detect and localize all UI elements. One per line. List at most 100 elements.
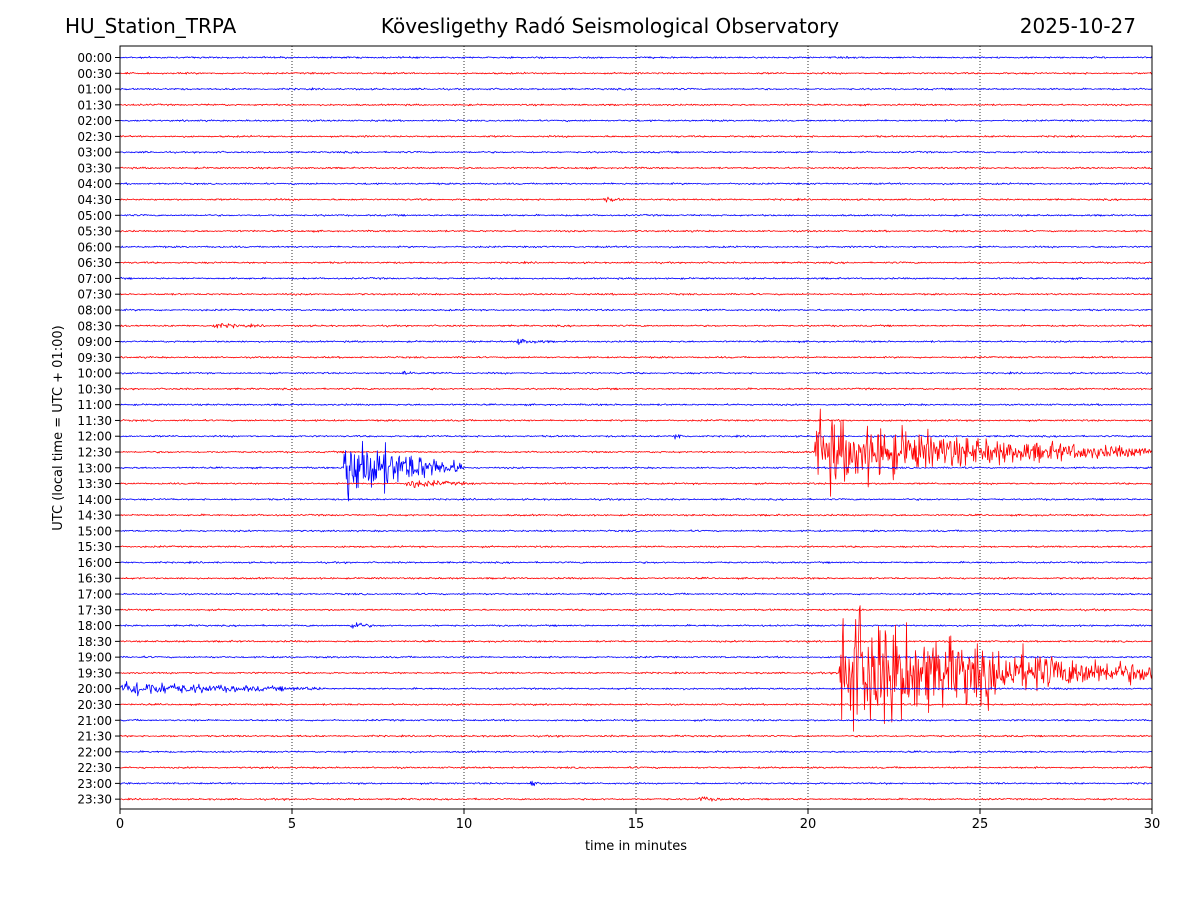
x-axis-ticks: 0 5 10 15 20 25 30 bbox=[116, 809, 1160, 832]
trace-row-2230 bbox=[120, 766, 1152, 770]
trace-row-0700 bbox=[120, 276, 1152, 280]
trace-row-0330 bbox=[120, 166, 1152, 170]
trace-row-1300 bbox=[120, 440, 1152, 502]
trace-row-1000 bbox=[120, 370, 1152, 375]
y-tick-label: 19:00 bbox=[77, 651, 112, 665]
y-tick-label: 21:30 bbox=[77, 730, 112, 744]
trace-row-0500 bbox=[120, 213, 1152, 217]
y-tick-label: 16:00 bbox=[77, 556, 112, 570]
y-tick-label: 09:00 bbox=[77, 335, 112, 349]
trace-row-1500 bbox=[120, 529, 1152, 533]
y-tick-label: 02:30 bbox=[77, 130, 112, 144]
trace-row-1330 bbox=[120, 479, 1152, 489]
trace-row-0900 bbox=[120, 338, 1152, 345]
trace-row-2100 bbox=[120, 718, 1152, 722]
y-tick-label: 22:00 bbox=[77, 745, 112, 759]
y-tick-label: 15:00 bbox=[77, 524, 112, 538]
y-tick-label: 00:00 bbox=[77, 51, 112, 65]
y-tick-label: 10:00 bbox=[77, 367, 112, 381]
trace-row-1700 bbox=[120, 592, 1152, 596]
trace-row-0800 bbox=[120, 308, 1152, 312]
trace-row-1800 bbox=[120, 622, 1152, 629]
y-tick-label: 04:00 bbox=[77, 177, 112, 191]
y-tick-label: 08:00 bbox=[77, 303, 112, 317]
trace-row-0600 bbox=[120, 245, 1152, 249]
y-tick-label: 03:00 bbox=[77, 146, 112, 160]
x-tick-label: 0 bbox=[116, 817, 124, 832]
y-tick-label: 01:30 bbox=[77, 98, 112, 112]
trace-row-1030 bbox=[120, 387, 1152, 391]
y-tick-label: 00:30 bbox=[77, 67, 112, 81]
trace-row-0130 bbox=[120, 103, 1152, 107]
y-tick-label: 17:30 bbox=[77, 603, 112, 617]
y-tick-label: 01:00 bbox=[77, 83, 112, 97]
y-tick-label: 18:30 bbox=[77, 635, 112, 649]
y-tick-label: 04:30 bbox=[77, 193, 112, 207]
y-tick-label: 18:00 bbox=[77, 619, 112, 633]
trace-row-0200 bbox=[120, 119, 1152, 123]
trace-row-2200 bbox=[120, 750, 1152, 754]
trace-row-1200 bbox=[120, 434, 1152, 440]
y-tick-label: 22:30 bbox=[77, 761, 112, 775]
y-tick-label: 21:00 bbox=[77, 714, 112, 728]
x-tick-label: 30 bbox=[1144, 817, 1161, 832]
trace-row-0930 bbox=[120, 355, 1152, 359]
y-tick-label: 13:30 bbox=[77, 477, 112, 491]
trace-row-1400 bbox=[120, 497, 1152, 501]
y-tick-label: 17:00 bbox=[77, 588, 112, 602]
trace-row-1100 bbox=[120, 403, 1152, 407]
trace-row-1630 bbox=[120, 576, 1152, 580]
y-tick-label: 12:00 bbox=[77, 430, 112, 444]
y-tick-label: 20:30 bbox=[77, 698, 112, 712]
y-tick-label: 19:30 bbox=[77, 666, 112, 680]
y-axis-label: UTC (local time = UTC + 01:00) bbox=[51, 325, 66, 530]
trace-row-1830 bbox=[120, 639, 1152, 643]
trace-row-1600 bbox=[120, 560, 1152, 565]
y-tick-label: 11:00 bbox=[77, 398, 112, 412]
trace-row-1530 bbox=[120, 545, 1152, 549]
x-tick-label: 5 bbox=[288, 817, 296, 832]
trace-row-0300 bbox=[120, 150, 1152, 154]
trace-row-1900 bbox=[120, 655, 1152, 659]
x-tick-label: 15 bbox=[628, 817, 645, 832]
y-tick-label: 11:30 bbox=[77, 414, 112, 428]
y-tick-label: 23:00 bbox=[77, 777, 112, 791]
x-tick-label: 10 bbox=[456, 817, 473, 832]
trace-row-1430 bbox=[120, 513, 1152, 517]
y-tick-label: 08:30 bbox=[77, 319, 112, 333]
x-axis-label: time in minutes bbox=[585, 839, 687, 854]
y-tick-label: 20:00 bbox=[77, 682, 112, 696]
y-tick-label: 05:30 bbox=[77, 225, 112, 239]
trace-row-0100 bbox=[120, 87, 1152, 91]
y-tick-label: 12:30 bbox=[77, 446, 112, 460]
trace-row-2300 bbox=[120, 780, 1152, 787]
y-tick-label: 23:30 bbox=[77, 793, 112, 807]
trace-row-2130 bbox=[120, 734, 1152, 738]
trace-row-0830 bbox=[120, 323, 1152, 329]
trace-row-0430 bbox=[120, 196, 1152, 203]
trace-row-0030 bbox=[120, 71, 1152, 75]
x-tick-label: 25 bbox=[972, 817, 989, 832]
trace-row-0730 bbox=[120, 292, 1152, 296]
y-tick-label: 06:00 bbox=[77, 240, 112, 254]
y-tick-label: 14:00 bbox=[77, 493, 112, 507]
y-tick-label: 14:30 bbox=[77, 509, 112, 523]
grid-lines bbox=[291, 46, 981, 809]
y-tick-label: 02:00 bbox=[77, 114, 112, 128]
trace-row-0530 bbox=[120, 229, 1152, 233]
trace-row-1730 bbox=[120, 608, 1152, 612]
y-tick-label: 07:00 bbox=[77, 272, 112, 286]
y-tick-label: 06:30 bbox=[77, 256, 112, 270]
trace-row-1130 bbox=[120, 419, 1152, 422]
trace-row-0230 bbox=[120, 134, 1152, 138]
x-tick-label: 20 bbox=[800, 817, 817, 832]
trace-row-0630 bbox=[120, 260, 1152, 265]
trace-row-2000 bbox=[120, 681, 1152, 697]
y-tick-label: 15:30 bbox=[77, 540, 112, 554]
seismic-traces bbox=[120, 56, 1152, 802]
y-tick-label: 09:30 bbox=[77, 351, 112, 365]
station-name: HU_Station_TRPA bbox=[65, 14, 237, 38]
trace-row-0000 bbox=[120, 56, 1152, 59]
